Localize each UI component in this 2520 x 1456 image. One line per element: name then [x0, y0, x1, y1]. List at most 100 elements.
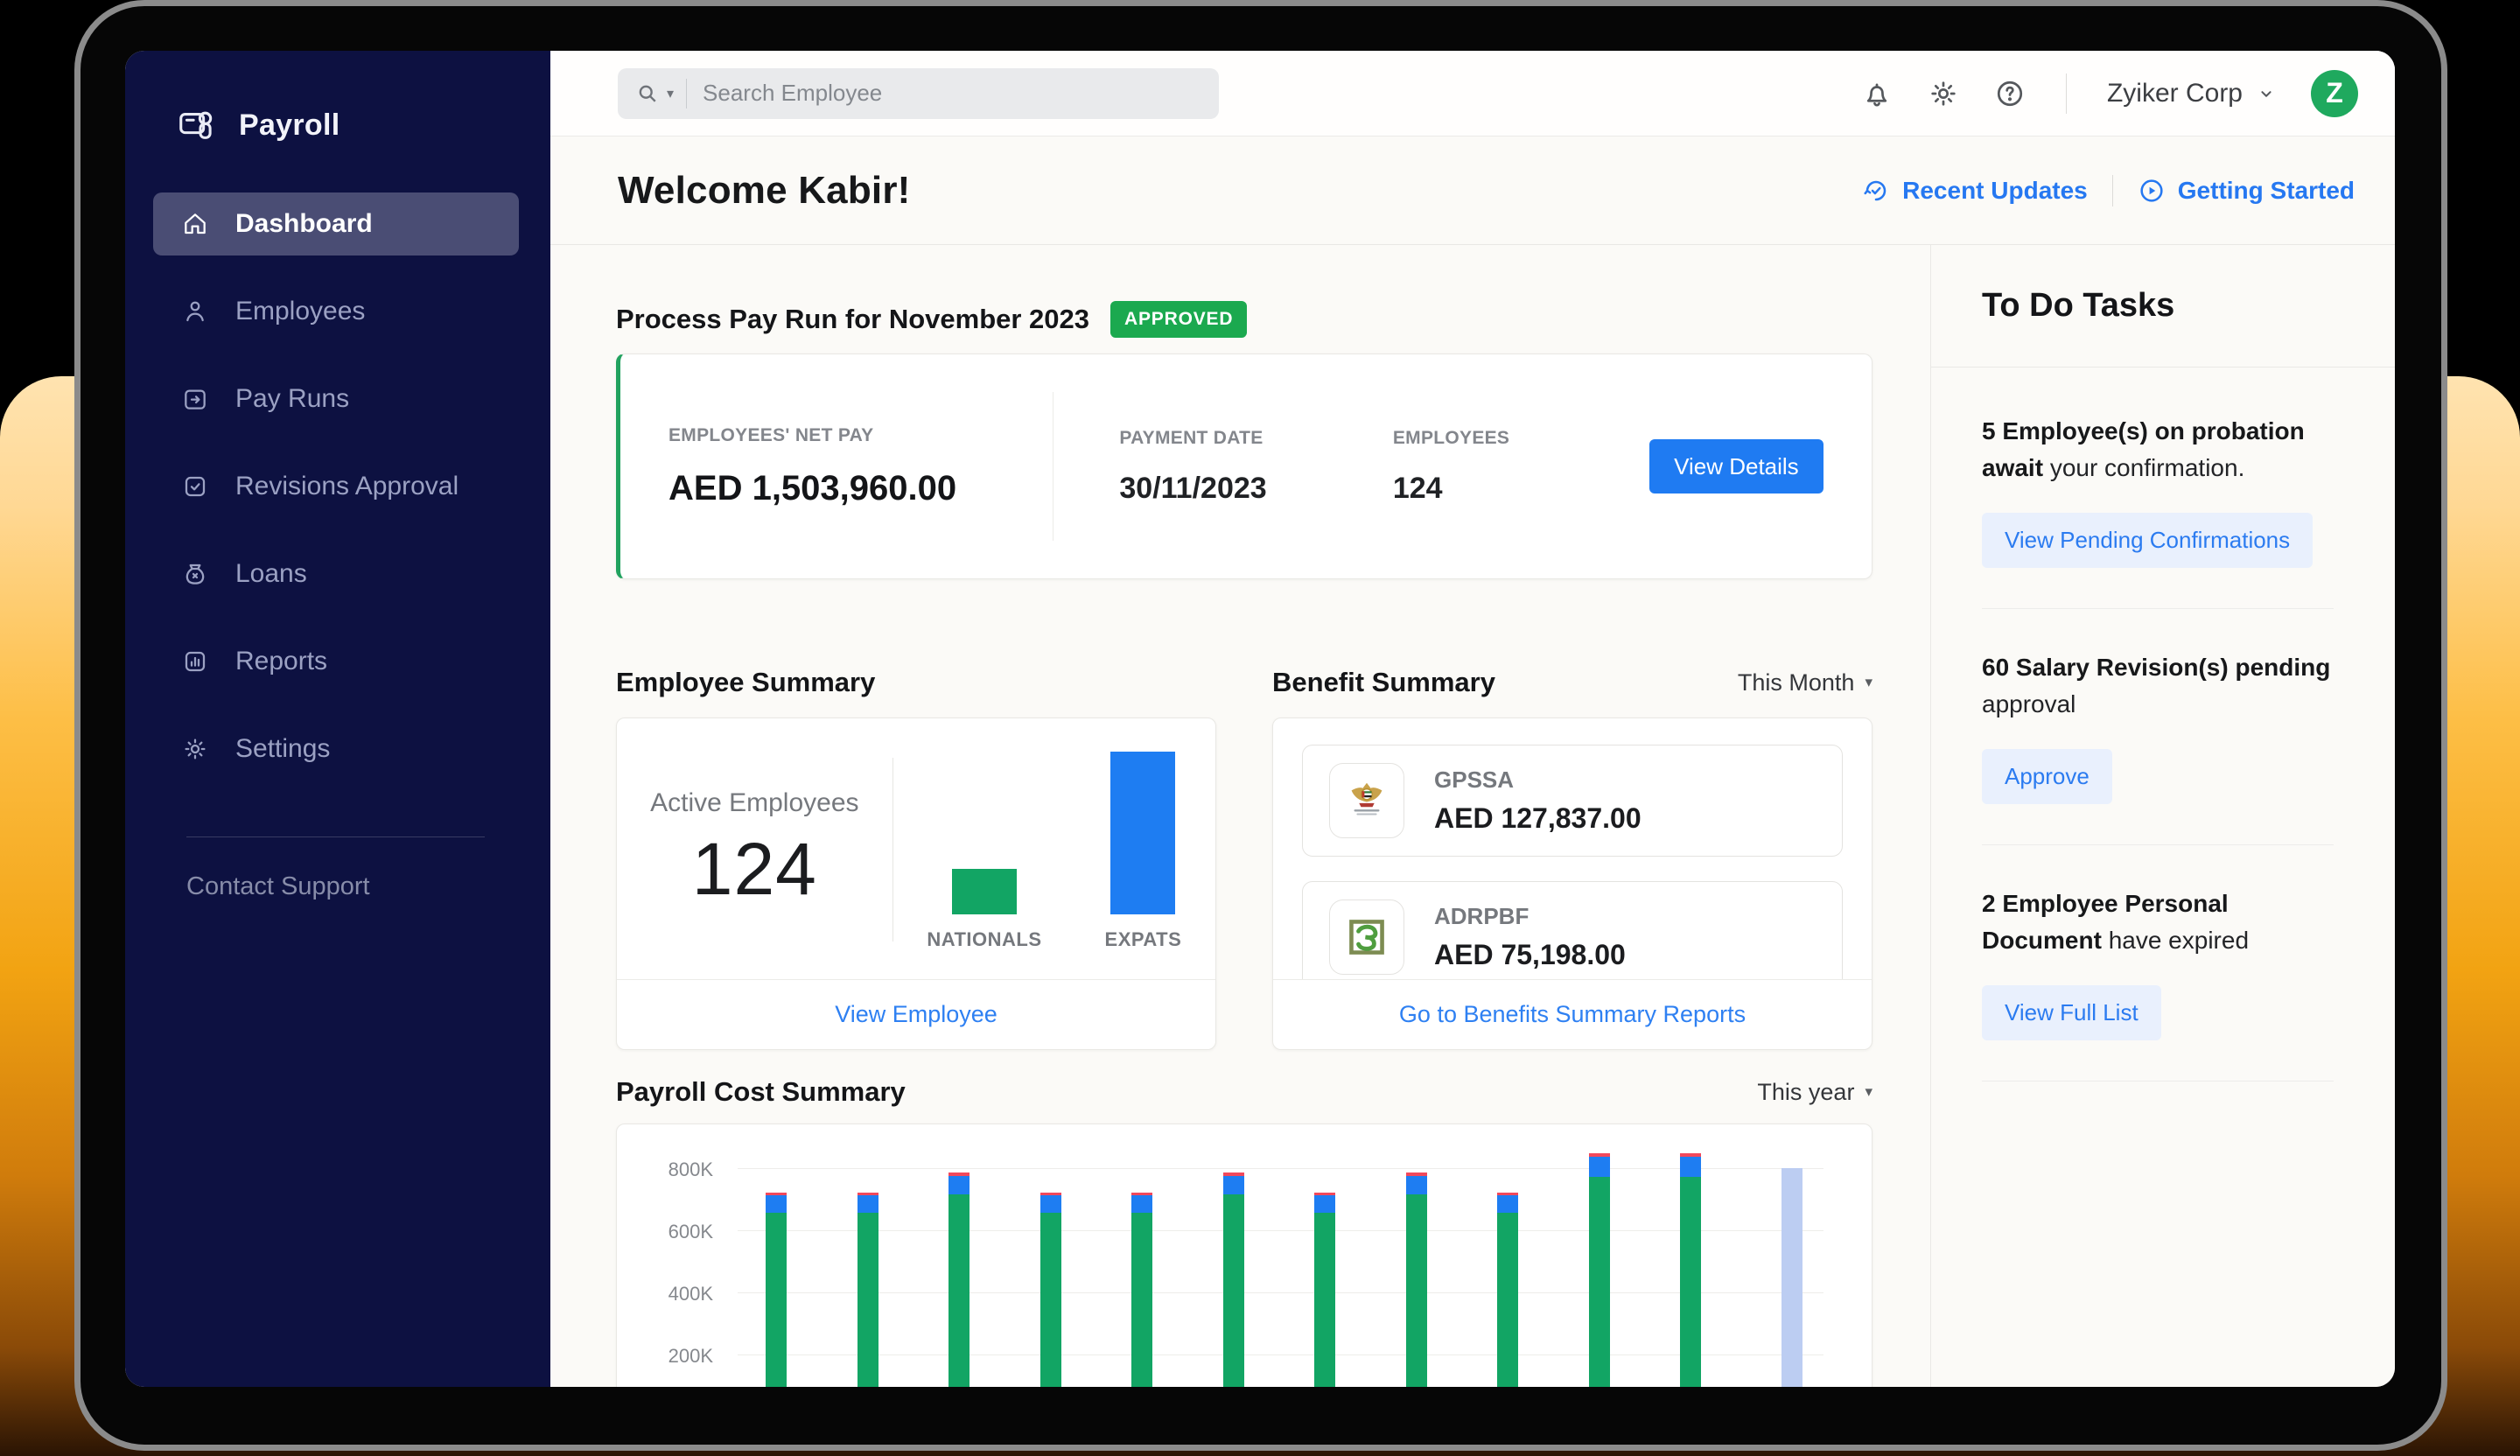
payrun-title: Process Pay Run for November 2023: [616, 304, 1090, 334]
recent-updates-link[interactable]: Recent Updates: [1862, 177, 2088, 205]
app-screen: Payroll Dashboard Employees Pay Runs: [125, 51, 2395, 1387]
benefit-filter-dropdown[interactable]: This Month ▾: [1738, 669, 1872, 696]
month-bar: [1497, 1193, 1518, 1387]
month-bar: [766, 1193, 787, 1387]
payroll-cost-filter-value: This year: [1757, 1078, 1855, 1105]
uae-emblem-icon: [1351, 782, 1382, 816]
search-placeholder: Search Employee: [703, 80, 883, 106]
todo-task-probation: 5 Employee(s) on probation await your co…: [1982, 413, 2334, 568]
sidebar-item-label: Reports: [235, 647, 328, 676]
employee-card-divider: [892, 758, 893, 942]
task-text: 60 Salary Revision(s) pending approval: [1982, 649, 2334, 723]
employees-count-field: EMPLOYEES 124: [1393, 428, 1649, 506]
search-scope-caret-icon[interactable]: ▾: [667, 86, 675, 102]
payroll-cost-chart-card: 800K 600K 400K 200K: [616, 1124, 1872, 1387]
sidebar-item-settings[interactable]: Settings: [153, 718, 519, 780]
active-employees-value: 124: [691, 827, 817, 910]
net-pay-field: EMPLOYEES' NET PAY AED 1,503,960.00: [668, 425, 1053, 508]
benefit-card-footer: Go to Benefits Summary Reports: [1273, 979, 1872, 1049]
month-bar: [1314, 1193, 1335, 1387]
ytick-800k: 800K: [668, 1158, 713, 1180]
sidebar-item-revisions-approval[interactable]: Revisions Approval: [153, 455, 519, 518]
benefit-name: GPSSA: [1434, 766, 1515, 793]
task-divider: [1982, 608, 2334, 609]
calendar-arrow-icon: [185, 389, 206, 410]
task-strong-text: 60 Salary Revision(s) pending: [1982, 654, 2331, 681]
sidebar-item-dashboard[interactable]: Dashboard: [153, 192, 519, 256]
month-bar: [1040, 1193, 1061, 1387]
sidebar-divider: [186, 836, 485, 837]
month-bar: [1589, 1152, 1610, 1387]
payrun-card: EMPLOYEES' NET PAY AED 1,503,960.00 PAYM…: [616, 354, 1872, 579]
benefit-amount: AED 127,837.00: [1434, 802, 1642, 834]
benefit-name: ADRPBF: [1434, 903, 1530, 929]
bar-chart-icon: [185, 651, 206, 672]
sidebar-item-loans[interactable]: Loans: [153, 542, 519, 606]
todo-header: To Do Tasks: [1931, 245, 2395, 368]
view-pending-confirmations-button[interactable]: View Pending Confirmations: [1982, 513, 2314, 568]
sidebar-item-employees[interactable]: Employees: [153, 280, 519, 343]
benefits-reports-link[interactable]: Go to Benefits Summary Reports: [1398, 1001, 1746, 1027]
sidebar-item-pay-runs[interactable]: Pay Runs: [153, 368, 519, 430]
employee-summary-card: Active Employees 124 NATIONALS: [616, 718, 1216, 1050]
task-text: 2 Employee Personal Document have expire…: [1982, 886, 2334, 959]
benefit-row-adrpbf: ADRPBF AED 75,198.00: [1302, 881, 1843, 993]
ytick-200k: 200K: [668, 1345, 713, 1367]
payrun-card-divider: [1053, 392, 1054, 541]
payrun-section: Process Pay Run for November 2023 APPROV…: [616, 301, 1872, 579]
approve-button[interactable]: Approve: [1982, 749, 2112, 804]
status-badge: APPROVED: [1110, 301, 1248, 338]
task-divider: [1982, 1081, 2334, 1082]
page-title: Welcome Kabir!: [618, 168, 911, 212]
avatar[interactable]: Z: [2311, 69, 2358, 117]
employee-mini-chart: NATIONALS EXPATS: [893, 748, 1215, 951]
dashboard-content: Process Pay Run for November 2023 APPROV…: [550, 245, 1930, 1387]
payroll-cost-title: Payroll Cost Summary: [616, 1076, 906, 1107]
task-divider: [1982, 844, 2334, 845]
brand: Payroll: [125, 51, 550, 154]
net-pay-label: EMPLOYEES' NET PAY: [668, 424, 874, 445]
benefit-summary-section: Benefit Summary This Month ▾: [1272, 667, 1872, 1050]
payroll-cost-chart: 800K 600K 400K 200K: [617, 1124, 1872, 1387]
search-input[interactable]: ▾ Search Employee: [618, 67, 1219, 119]
view-full-list-button[interactable]: View Full List: [1982, 985, 2161, 1040]
payroll-cost-section: Payroll Cost Summary This year ▾ 800K 60…: [616, 1076, 1872, 1387]
topbar-actions: Zyiker Corp Z: [1861, 69, 2358, 117]
question-circle-icon: [1997, 80, 2023, 106]
nationals-bar: [951, 869, 1017, 914]
help-button[interactable]: [1994, 78, 2026, 109]
sidebar-item-label: Employees: [235, 297, 366, 326]
task-text: 5 Employee(s) on probation await your co…: [1982, 413, 2334, 486]
getting-started-label: Getting Started: [2177, 176, 2355, 204]
nationals-label: NATIONALS: [927, 928, 1042, 950]
header-links: Recent Updates Getting Started: [1862, 174, 2355, 206]
search-icon: [639, 85, 656, 102]
todo-panel: To Do Tasks 5 Employee(s) on probation a…: [1930, 245, 2395, 1387]
benefit-row-gpssa: GPSSA AED 127,837.00: [1302, 745, 1843, 857]
expats-bar: [1110, 752, 1176, 914]
benefit-summary-title: Benefit Summary: [1272, 667, 1495, 697]
view-details-button[interactable]: View Details: [1648, 439, 1824, 494]
notifications-button[interactable]: [1861, 78, 1893, 109]
money-bag-icon: [186, 564, 205, 584]
view-employee-link[interactable]: View Employee: [835, 1001, 998, 1027]
benefit-summary-card: GPSSA AED 127,837.00: [1272, 718, 1872, 1050]
expats-bar-group: EXPATS: [1105, 752, 1182, 951]
getting-started-link[interactable]: Getting Started: [2138, 177, 2355, 205]
sidebar-item-label: Settings: [235, 734, 331, 763]
header-links-divider: [2111, 174, 2113, 206]
todo-list: 5 Employee(s) on probation await your co…: [1931, 368, 2395, 1122]
net-pay-value: AED 1,503,960.00: [668, 468, 957, 508]
payroll-cost-filter-dropdown[interactable]: This year ▾: [1757, 1079, 1872, 1106]
month-bar: [858, 1193, 878, 1387]
org-switcher[interactable]: Zyiker Corp: [2107, 79, 2276, 108]
gpssa-logo: [1329, 763, 1404, 838]
green-swirl-icon: [1349, 920, 1384, 955]
tablet-frame: Payroll Dashboard Employees Pay Runs: [74, 0, 2447, 1451]
task-strong-text: 5 Employee(s) on probation await: [1982, 417, 2305, 481]
month-bar: [1131, 1193, 1152, 1387]
home-icon: [185, 214, 206, 234]
sidebar-item-reports[interactable]: Reports: [153, 630, 519, 693]
contact-support-link[interactable]: Contact Support: [186, 872, 370, 900]
settings-button[interactable]: [1928, 78, 1959, 109]
